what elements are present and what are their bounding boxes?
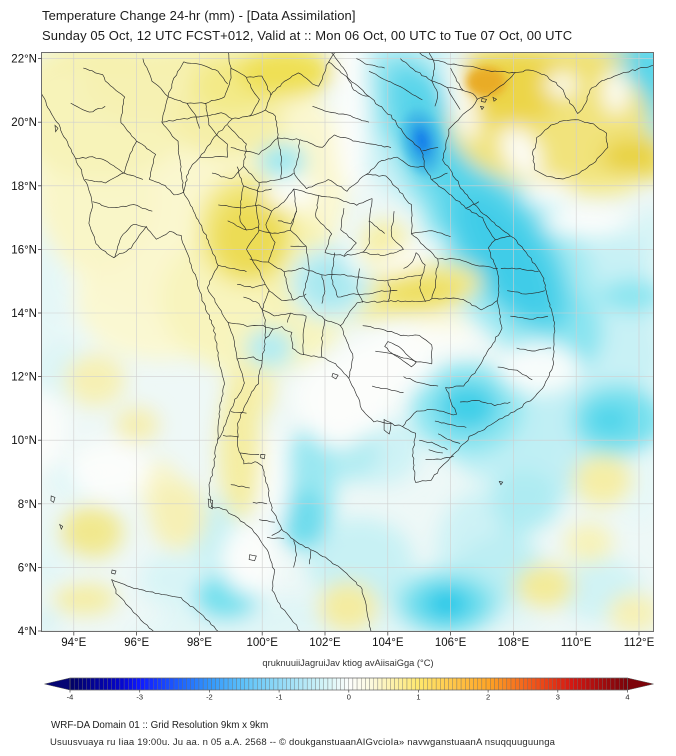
svg-text:98°E: 98°E (187, 637, 212, 649)
svg-text:112°E: 112°E (624, 637, 655, 649)
svg-text:2: 2 (486, 693, 490, 702)
svg-text:110°E: 110°E (561, 637, 592, 649)
svg-text:106°E: 106°E (435, 637, 467, 649)
svg-text:4°N: 4°N (18, 626, 37, 638)
svg-text:104°E: 104°E (372, 637, 404, 649)
svg-text:102°E: 102°E (309, 637, 341, 649)
svg-text:20°N: 20°N (11, 117, 37, 129)
svg-text:-3: -3 (136, 693, 143, 702)
svg-text:-1: -1 (276, 693, 283, 702)
svg-text:96°E: 96°E (124, 637, 149, 649)
svg-text:94°E: 94°E (61, 637, 86, 649)
svg-text:6°N: 6°N (18, 562, 37, 574)
svg-text:18°N: 18°N (11, 181, 37, 193)
svg-text:0: 0 (347, 693, 351, 702)
svg-text:qruknuuiiJagruiJav ktiog avAii: qruknuuiiJagruiJav ktiog avAiisaiGga (°C… (262, 658, 433, 668)
svg-text:1: 1 (416, 693, 420, 702)
svg-text:-2: -2 (206, 693, 213, 702)
svg-text:16°N: 16°N (11, 244, 37, 256)
svg-text:3: 3 (556, 693, 560, 702)
svg-text:10°N: 10°N (11, 435, 37, 447)
svg-text:4: 4 (625, 693, 629, 702)
svg-text:108°E: 108°E (498, 637, 530, 649)
svg-text:12°N: 12°N (11, 372, 37, 384)
svg-text:8°N: 8°N (18, 499, 37, 511)
svg-text:22°N: 22°N (11, 54, 37, 66)
svg-text:14°N: 14°N (11, 308, 37, 320)
svg-text:100°E: 100°E (246, 637, 278, 649)
svg-text:-4: -4 (67, 693, 74, 702)
